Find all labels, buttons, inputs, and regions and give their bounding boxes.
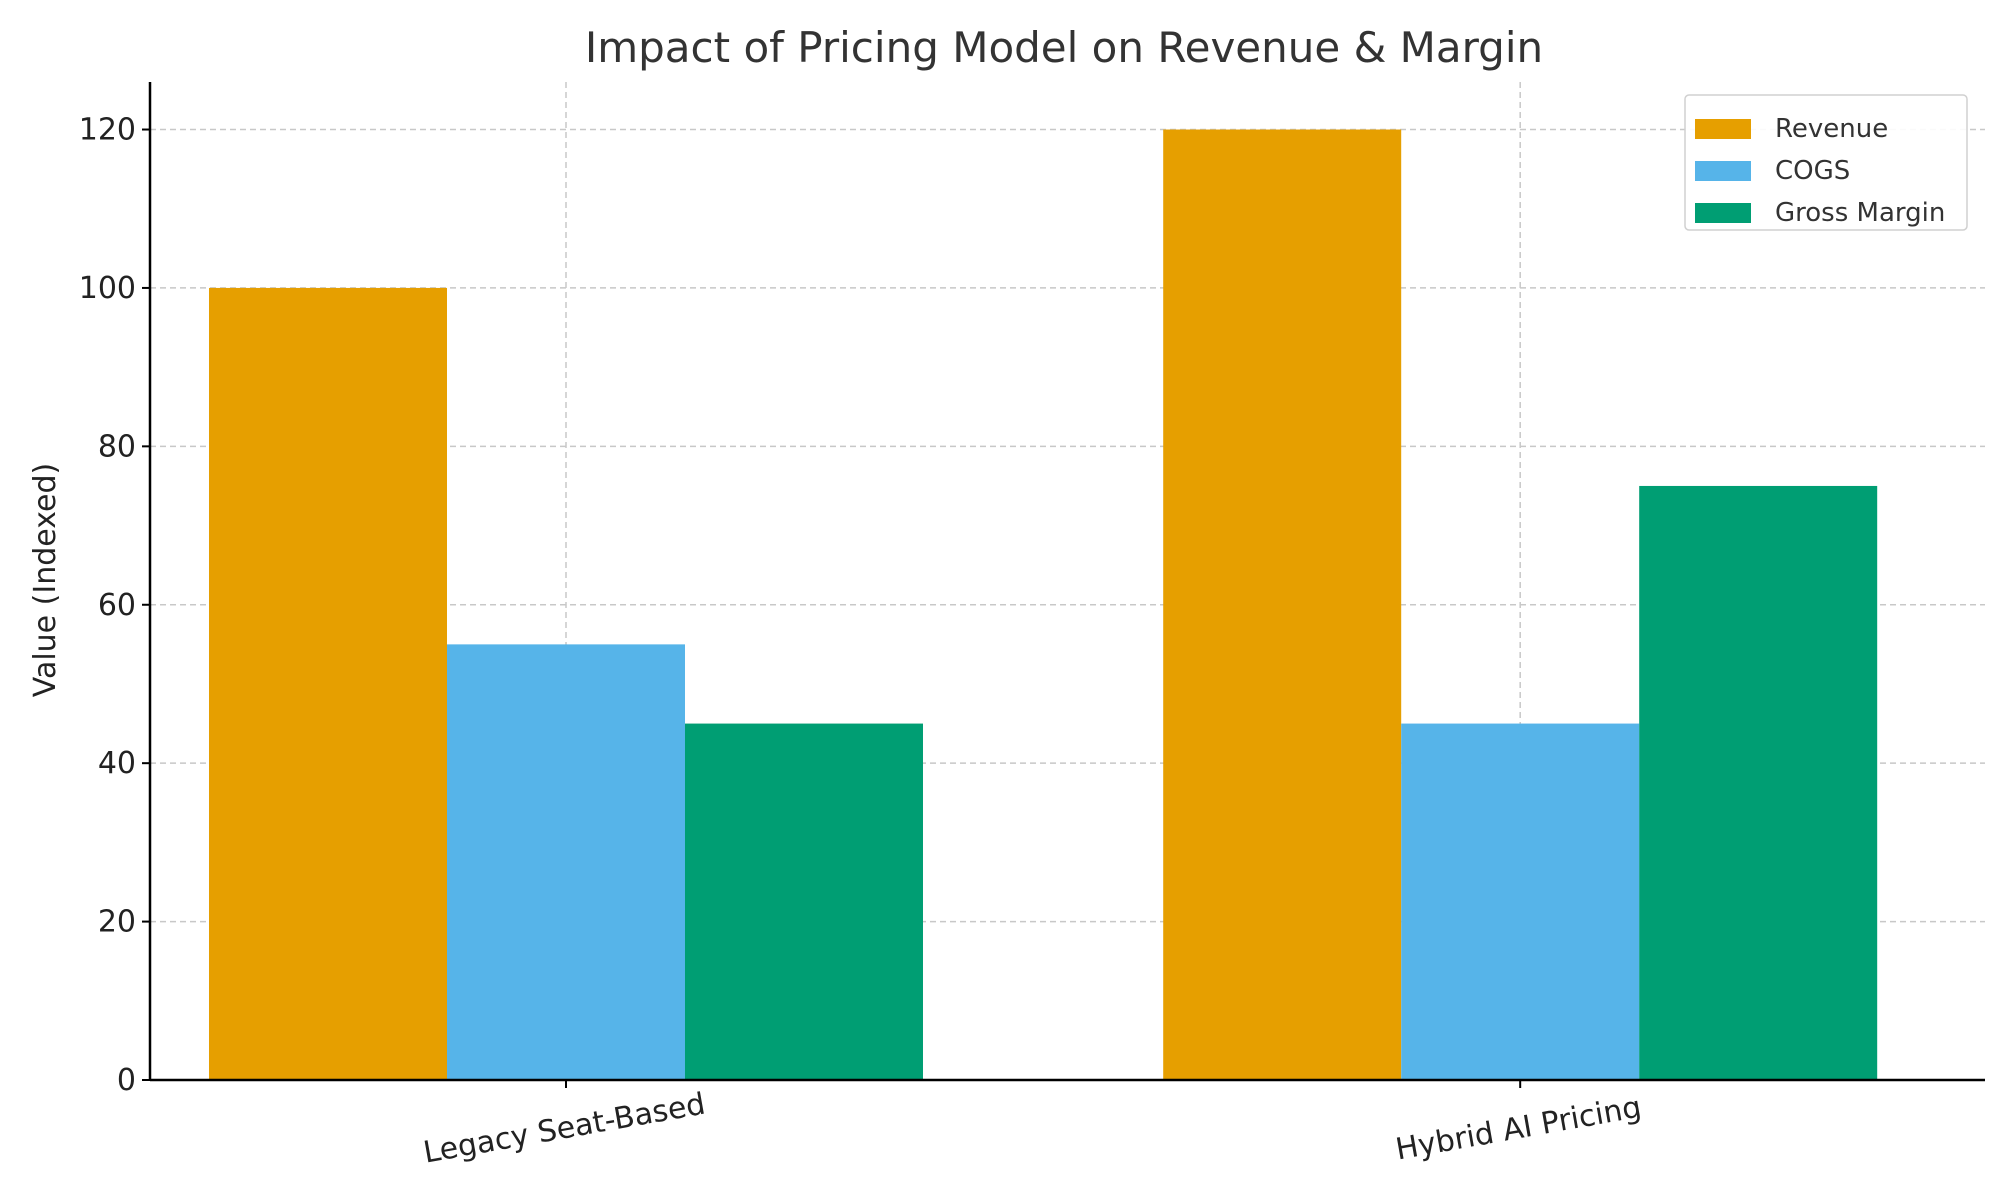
y-tick-label: 20 bbox=[98, 905, 136, 940]
y-tick-label: 0 bbox=[117, 1063, 136, 1098]
chart-title: Impact of Pricing Model on Revenue & Mar… bbox=[585, 23, 1543, 72]
bar-cogs-2 bbox=[1401, 723, 1640, 1080]
x-tick-label: Legacy Seat-Based bbox=[421, 1087, 708, 1171]
bar-revenue-1 bbox=[208, 287, 447, 1080]
y-tick-label: 80 bbox=[98, 429, 136, 464]
bar-gross-margin-1 bbox=[684, 723, 923, 1080]
legend-box bbox=[1684, 94, 1968, 231]
bar-cogs-1 bbox=[446, 644, 685, 1080]
y-axis-label: Value (Indexed) bbox=[28, 463, 63, 698]
bar-gross-margin-2 bbox=[1639, 485, 1878, 1080]
legend-label-gross-margin: Gross Margin bbox=[1775, 198, 1945, 228]
x-tick-label: Hybrid AI Pricing bbox=[1393, 1090, 1644, 1168]
y-tick-label: 40 bbox=[98, 746, 136, 781]
legend-label-cogs: COGS bbox=[1775, 156, 1850, 186]
legend-swatch-revenue bbox=[1695, 119, 1751, 139]
legend-label-revenue: Revenue bbox=[1775, 114, 1888, 144]
legend-swatch-cogs bbox=[1695, 161, 1751, 181]
y-tick-label: 100 bbox=[79, 271, 136, 306]
bar-revenue-2 bbox=[1163, 129, 1402, 1080]
y-tick-label: 120 bbox=[79, 113, 136, 148]
y-tick-label: 60 bbox=[98, 588, 136, 623]
bars bbox=[208, 129, 1878, 1080]
legend: Revenue COGS Gross Margin bbox=[1684, 94, 1968, 231]
legend-swatch-gross-margin bbox=[1695, 203, 1751, 223]
